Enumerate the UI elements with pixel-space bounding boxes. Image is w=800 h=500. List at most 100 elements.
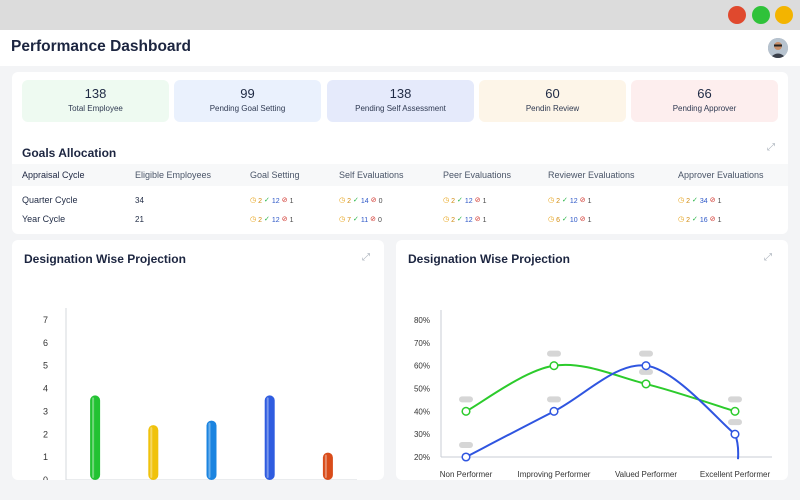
data-label-placeholder — [547, 350, 561, 357]
rejected-icon: ⊘ — [709, 197, 716, 204]
x-tick-label: Non Performer — [440, 470, 493, 479]
stat-label: Pendin Review — [525, 104, 580, 113]
window-titlebar — [0, 0, 800, 30]
bar-chart: 01234567ManagerSeniorExecutiveExecutiveO… — [43, 308, 357, 480]
clock-icon: ◷ — [678, 216, 685, 223]
rejected-icon: ⊘ — [281, 216, 288, 223]
y-tick-label: 3 — [43, 406, 48, 416]
bar-highlight — [150, 427, 153, 478]
y-tick-label: 20% — [414, 453, 430, 462]
app-container: Performance Dashboard 138 Total Employee… — [0, 30, 800, 500]
pending-count: 2 — [347, 197, 352, 205]
series-line — [465, 364, 740, 460]
y-tick-label: 60% — [414, 362, 430, 371]
completed-count: 12 — [464, 216, 473, 224]
chart-title: Designation Wise Projection — [24, 252, 186, 266]
expand-icon[interactable]: ⤢ — [362, 252, 370, 263]
bar-highlight — [208, 422, 211, 478]
expand-icon[interactable]: ⤢ — [764, 252, 772, 263]
page-header: Performance Dashboard — [0, 30, 800, 66]
column-header: Eligible Employees — [135, 170, 212, 180]
status-cell[interactable]: ◷ 2 ✓ 14 ⊘ 0 — [339, 197, 382, 205]
check-icon: ✓ — [353, 197, 359, 204]
rejected-icon: ⊘ — [579, 197, 586, 204]
stat-card-pending-goal-setting[interactable]: 99 Pending Goal Setting — [174, 80, 321, 122]
data-label-placeholder — [639, 350, 653, 357]
rejected-icon: ⊘ — [370, 216, 377, 223]
column-header: Reviewer Evaluations — [548, 170, 635, 180]
bar-highlight — [324, 454, 327, 478]
column-header: Appraisal Cycle — [22, 170, 85, 180]
completed-count: 16 — [699, 216, 708, 224]
clock-icon: ◷ — [250, 197, 257, 204]
pending-count: 7 — [347, 216, 352, 224]
y-tick-label: 80% — [414, 316, 430, 325]
stat-label: Pending Approver — [672, 104, 737, 113]
data-point — [730, 406, 740, 416]
line-chart: 20% 30% 40% 50% 60% 70% 80% Non Performer Improv… — [414, 310, 772, 479]
rejected-count: 1 — [587, 197, 592, 205]
pending-count: 2 — [556, 197, 561, 205]
status-cell[interactable]: ◷ 2 ✓ 12 ⊘ 1 — [250, 216, 293, 224]
check-icon: ✓ — [562, 197, 568, 204]
clock-icon: ◷ — [548, 216, 555, 223]
stat-card-pending-approver[interactable]: 66 Pending Approver — [631, 80, 778, 122]
x-tick-label: Excellent Performer — [700, 470, 771, 479]
rejected-icon: ⊘ — [474, 216, 481, 223]
clock-icon: ◷ — [443, 216, 450, 223]
stat-card-pending-review[interactable]: 60 Pendin Review — [479, 80, 626, 122]
close-window-button[interactable] — [728, 6, 746, 24]
status-cell[interactable]: ◷ 7 ✓ 11 ⊘ 0 — [339, 216, 382, 224]
data-point — [730, 429, 740, 439]
status-cell[interactable]: ◷ 2 ✓ 16 ⊘ 1 — [678, 216, 721, 224]
data-point — [461, 406, 471, 416]
y-tick-label: 30% — [414, 430, 430, 439]
column-header: Goal Setting — [250, 170, 300, 180]
completed-count: 11 — [360, 216, 369, 224]
check-icon: ✓ — [562, 216, 568, 223]
minimize-window-button[interactable] — [775, 6, 793, 24]
status-cell[interactable]: ◷ 2 ✓ 12 ⊘ 1 — [548, 197, 591, 205]
data-label-placeholder — [728, 419, 742, 426]
series-line — [465, 363, 736, 413]
clock-icon: ◷ — [339, 216, 346, 223]
avatar[interactable] — [768, 38, 788, 58]
completed-count: 14 — [360, 197, 369, 205]
stat-value: 66 — [697, 86, 712, 101]
stat-card-total-employee[interactable]: 138 Total Employee — [22, 80, 169, 122]
completed-count: 12 — [464, 197, 473, 205]
rejected-icon: ⊘ — [281, 197, 288, 204]
status-cell[interactable]: ◷ 2 ✓ 34 ⊘ 1 — [678, 197, 721, 205]
rejected-icon: ⊘ — [579, 216, 586, 223]
x-tick-label: Improving Performer — [518, 470, 591, 479]
y-tick-label: 50% — [414, 385, 430, 394]
status-cell[interactable]: ◷ 2 ✓ 12 ⊘ 1 — [443, 197, 486, 205]
completed-count: 12 — [569, 197, 578, 205]
expand-icon[interactable]: ⤢ — [767, 142, 775, 153]
check-icon: ✓ — [264, 197, 270, 204]
data-label-placeholder — [547, 396, 561, 403]
stat-card-pending-self-assessment[interactable]: 138 Pending Self Assessment — [327, 80, 474, 122]
goals-allocation-panel: Goals Allocation ⤢ Appraisal Cycle Eligi… — [12, 136, 788, 234]
line-chart-panel: Designation Wise Projection ⤢ 20% 30% 40% 5… — [396, 240, 788, 480]
column-header: Peer Evaluations — [443, 170, 512, 180]
rejected-count: 1 — [717, 197, 722, 205]
clock-icon: ◷ — [250, 216, 257, 223]
stat-label: Pending Goal Setting — [209, 104, 286, 113]
page-title: Performance Dashboard — [11, 38, 192, 55]
data-point — [641, 379, 651, 389]
y-tick-label: 70% — [414, 339, 430, 348]
status-cell[interactable]: ◷ 2 ✓ 12 ⊘ 1 — [250, 197, 293, 205]
data-label-placeholder — [459, 396, 473, 403]
maximize-window-button[interactable] — [752, 6, 770, 24]
status-cell[interactable]: ◷ 6 ✓ 10 ⊘ 1 — [548, 216, 591, 224]
completed-count: 12 — [271, 197, 280, 205]
bar-chart-panel: Designation Wise Projection ⤢ 01234567Ma… — [12, 240, 384, 480]
bar-highlight — [92, 397, 95, 478]
y-tick-label: 2 — [43, 429, 48, 439]
bar — [90, 395, 101, 480]
check-icon: ✓ — [353, 216, 359, 223]
rejected-icon: ⊘ — [709, 216, 716, 223]
stat-label: Pending Self Assessment — [355, 104, 446, 113]
status-cell[interactable]: ◷ 2 ✓ 12 ⊘ 1 — [443, 216, 486, 224]
